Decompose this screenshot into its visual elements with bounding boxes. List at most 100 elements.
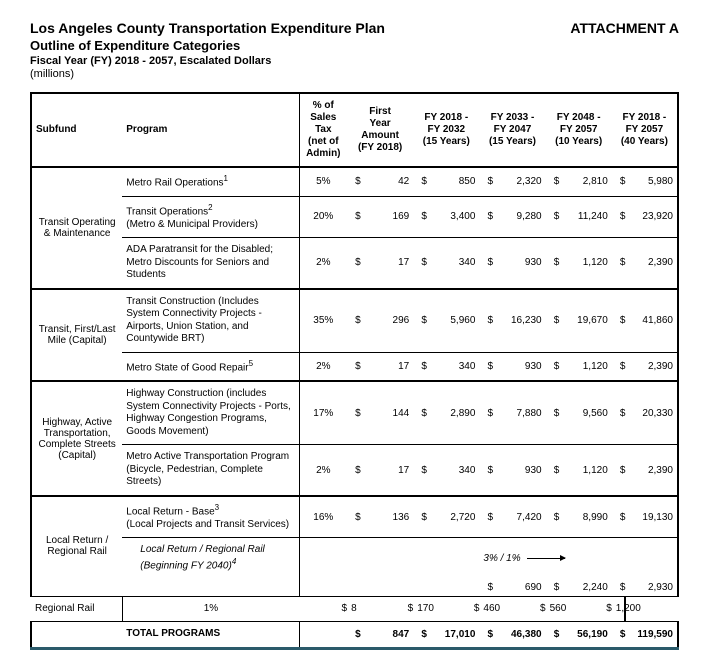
currency-symbol: $ <box>347 381 361 445</box>
value-p1: 3,400 <box>427 196 480 237</box>
currency-symbol: $ <box>546 196 560 237</box>
program-cell: Transit Operations2(Metro & Municipal Pr… <box>122 196 299 237</box>
expenditure-table: Subfund Program % ofSalesTax(net ofAdmin… <box>30 92 679 650</box>
program-cell: Metro Active Transportation Program (Bic… <box>122 445 299 496</box>
value-first: 17 <box>361 445 414 496</box>
col-p3: FY 2048 -FY 2057(10 Years) <box>546 93 612 167</box>
total-p4: 119,590 <box>625 622 678 649</box>
value-p1: 850 <box>427 167 480 196</box>
value-first: 17 <box>361 352 414 381</box>
pct-cell: 16% <box>299 496 347 538</box>
arrow-icon <box>527 558 565 559</box>
currency-symbol: $ <box>347 289 361 353</box>
value-p4: 1,200 <box>612 596 626 622</box>
currency-symbol: $ <box>546 167 560 196</box>
value-p2: 16,230 <box>493 289 546 353</box>
value-p2: 2,320 <box>493 167 546 196</box>
table-row: $690$2,240$2,930 <box>31 579 678 597</box>
program-cell: Transit Construction (Includes System Co… <box>122 289 299 353</box>
value-p4: 2,390 <box>625 238 678 289</box>
pct-cell: 2% <box>299 445 347 496</box>
table-header-row: Subfund Program % ofSalesTax(net ofAdmin… <box>31 93 678 167</box>
currency-symbol: $ <box>413 496 427 538</box>
total-first: 847 <box>361 622 414 649</box>
fiscal-range: Fiscal Year (FY) 2018 - 2057, Escalated … <box>30 55 570 67</box>
currency-symbol: $ <box>347 196 361 237</box>
value-first: 42 <box>361 167 414 196</box>
subfund-cell: Transit, First/Last Mile (Capital) <box>31 289 122 382</box>
subfund-cell: Transit Operating & Maintenance <box>31 167 122 289</box>
pct-cell: 35% <box>299 289 347 353</box>
table-row: Local Return / Regional Rail (Beginning … <box>31 538 678 579</box>
value-p1: 340 <box>427 238 480 289</box>
value-p2: 930 <box>493 445 546 496</box>
table-row: Metro State of Good Repair52%$17$340$930… <box>31 352 678 381</box>
currency-symbol: $ <box>546 289 560 353</box>
units-label: (millions) <box>30 68 570 80</box>
currency-symbol: $ <box>479 289 493 353</box>
currency-symbol: $ <box>612 352 626 381</box>
currency-symbol: $ <box>612 496 626 538</box>
currency-symbol: $ <box>413 381 427 445</box>
currency-symbol: $ <box>612 381 626 445</box>
currency-symbol: $ <box>361 596 414 622</box>
value-p4: 2,390 <box>625 352 678 381</box>
value-p3: 19,670 <box>559 289 612 353</box>
table-row: Transit, First/Last Mile (Capital)Transi… <box>31 289 678 353</box>
total-row: TOTAL PROGRAMS$847$17,010$46,380$56,190$… <box>31 622 678 649</box>
program-cell: ADA Paratransit for the Disabled; Metro … <box>122 238 299 289</box>
value-first: 8 <box>347 596 361 622</box>
col-program: Program <box>122 93 299 167</box>
table-row: Highway, Active Transportation, Complete… <box>31 381 678 445</box>
value-p4: 5,980 <box>625 167 678 196</box>
value-p3: 1,120 <box>559 238 612 289</box>
col-p4: FY 2018 -FY 2057(40 Years) <box>612 93 678 167</box>
currency-symbol: $ <box>479 196 493 237</box>
currency-symbol: $ <box>479 381 493 445</box>
program-cell: Metro Rail Operations1 <box>122 167 299 196</box>
currency-symbol: $ <box>546 622 560 649</box>
value-p1: 2,890 <box>427 381 480 445</box>
table-row: ADA Paratransit for the Disabled; Metro … <box>31 238 678 289</box>
currency-symbol: $ <box>479 352 493 381</box>
currency-symbol: $ <box>546 352 560 381</box>
value-p3: 8,990 <box>559 496 612 538</box>
currency-symbol: $ <box>546 496 560 538</box>
title-block: Los Angeles County Transportation Expend… <box>30 20 570 80</box>
value-p3: 11,240 <box>559 196 612 237</box>
program-cell: Metro State of Good Repair5 <box>122 352 299 381</box>
subfund-cell: Local Return / Regional Rail <box>31 496 122 596</box>
currency-symbol: $ <box>612 289 626 353</box>
col-subfund: Subfund <box>31 93 122 167</box>
currency-symbol: $ <box>479 496 493 538</box>
program-cell: Local Return - Base3(Local Projects and … <box>122 496 299 538</box>
currency-symbol: $ <box>299 596 347 622</box>
table-row: Transit Operations2(Metro & Municipal Pr… <box>31 196 678 237</box>
currency-symbol: $ <box>612 445 626 496</box>
pct-cell: 2% <box>299 352 347 381</box>
col-pct: % ofSalesTax(net ofAdmin) <box>299 93 347 167</box>
currency-symbol: $ <box>479 445 493 496</box>
value-p4: 41,860 <box>625 289 678 353</box>
value-p4: 20,330 <box>625 381 678 445</box>
value-p2: 930 <box>493 352 546 381</box>
value-first: 17 <box>361 238 414 289</box>
col-p2: FY 2033 -FY 2047(15 Years) <box>479 93 545 167</box>
currency-symbol: $ <box>413 622 427 649</box>
currency-symbol: $ <box>413 167 427 196</box>
program-cell: Highway Construction (includes System Co… <box>122 381 299 445</box>
pct-cell: 1% <box>122 596 299 622</box>
table-row: Transit Operating & MaintenanceMetro Rai… <box>31 167 678 196</box>
value-p1: 340 <box>427 352 480 381</box>
currency-symbol: $ <box>479 238 493 289</box>
currency-symbol: $ <box>612 238 626 289</box>
currency-symbol: $ <box>546 238 560 289</box>
currency-symbol: $ <box>413 289 427 353</box>
table-row: Local Return / Regional RailLocal Return… <box>31 496 678 538</box>
currency-symbol: $ <box>347 445 361 496</box>
value-p2: 460 <box>479 596 493 622</box>
currency-symbol: $ <box>413 238 427 289</box>
value-first: 144 <box>361 381 414 445</box>
currency-symbol: $ <box>479 167 493 196</box>
table-row: Metro Active Transportation Program (Bic… <box>31 445 678 496</box>
